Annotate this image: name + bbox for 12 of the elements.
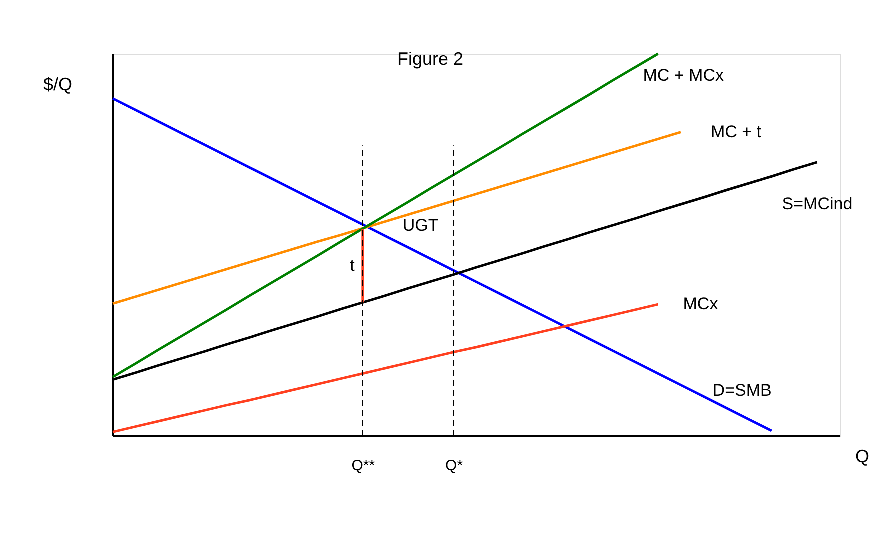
annotation: UGT <box>402 216 439 235</box>
chart-title: Figure 2 <box>397 48 464 69</box>
x-tick-label: Q** <box>352 458 376 474</box>
series-label: S=MCind <box>782 194 853 214</box>
x-tick-label: Q* <box>446 458 464 474</box>
series-label: MCx <box>683 294 719 314</box>
series-label: MC + t <box>710 122 762 142</box>
y-axis-title: $/Q <box>44 74 73 94</box>
series-label: t <box>350 256 356 275</box>
series-label: D=SMB <box>712 381 772 400</box>
series-label: MC + MCx <box>643 66 724 85</box>
x-axis-title: Q <box>856 446 870 466</box>
